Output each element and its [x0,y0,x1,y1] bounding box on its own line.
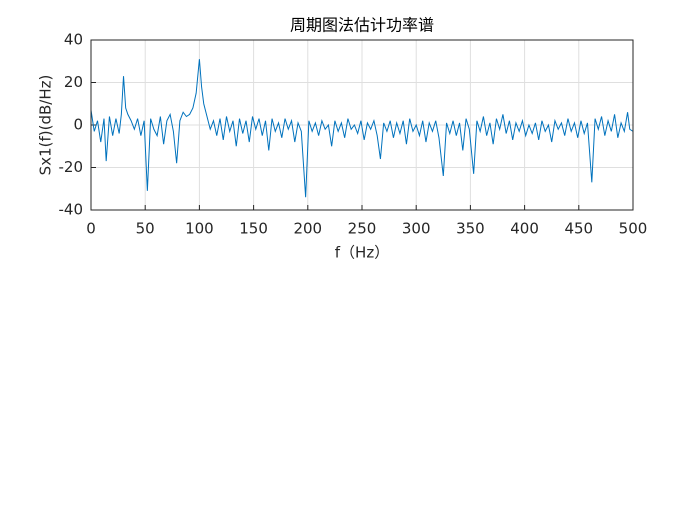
x-axis-label: f（Hz） [335,244,389,262]
x-tick-label: 300 [402,220,431,238]
x-tick-label: 50 [136,220,155,238]
x-tick-label: 450 [564,220,593,238]
x-tick-label: 0 [86,220,96,238]
y-axis-label: Sx1(f)(dB/Hz) [37,75,55,176]
x-tick-label: 250 [348,220,377,238]
y-tick-label: 0 [73,116,83,134]
chart-title: 周期图法估计功率谱 [290,16,434,35]
x-tick-label: 500 [619,220,648,238]
y-tick-label: 20 [64,73,83,91]
y-tick-label: 40 [64,31,83,49]
x-tick-label: 200 [293,220,322,238]
y-tick-label: -40 [59,201,84,219]
data-line [90,59,634,198]
x-tick-label: 350 [456,220,485,238]
x-tick-label: 400 [510,220,539,238]
axes-box [90,39,634,211]
y-tick-label: -20 [59,158,84,176]
x-tick-label: 100 [185,220,214,238]
x-tick-label: 150 [239,220,268,238]
